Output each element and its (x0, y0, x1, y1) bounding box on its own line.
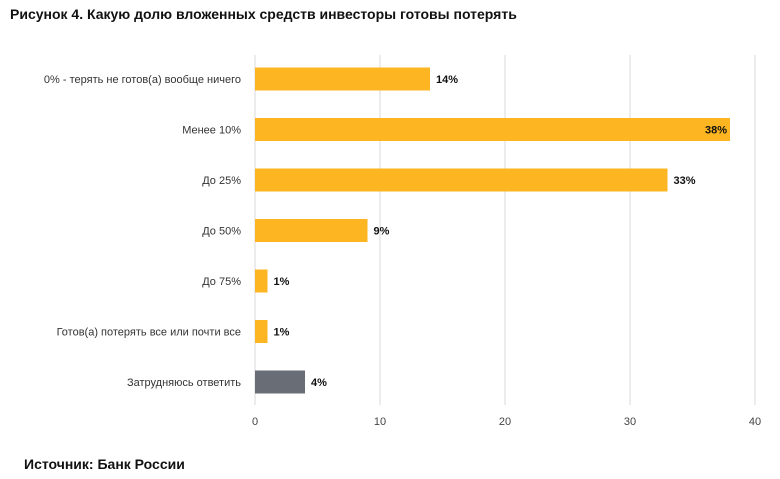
x-tick-label: 0 (252, 416, 258, 428)
value-label: 1% (274, 276, 290, 288)
category-label: До 25% (202, 175, 241, 187)
category-label: Менее 10% (182, 125, 241, 137)
bar (255, 219, 368, 242)
category-label: 0% - терять не готов(а) вообще ничего (44, 74, 241, 86)
bar (255, 67, 430, 91)
category-label: Затрудняюсь ответить (127, 377, 241, 389)
value-label: 1% (274, 327, 290, 339)
value-label: 33% (674, 175, 696, 187)
category-label: До 50% (202, 226, 241, 238)
x-tick-label: 40 (749, 416, 761, 428)
bars (255, 67, 730, 394)
value-label: 9% (374, 226, 390, 238)
value-labels: 14% 38% 33% 9% 1% 1% 4% (274, 74, 728, 389)
bar (255, 118, 730, 141)
chart-title: Рисунок 4. Какую долю вложенных средств … (10, 6, 517, 22)
x-axis-ticks: 0 10 20 30 40 (252, 416, 761, 428)
value-label: 4% (311, 377, 327, 389)
x-tick-label: 10 (374, 416, 386, 428)
bar (255, 370, 305, 394)
value-label: 38% (705, 125, 727, 137)
x-tick-label: 30 (624, 416, 636, 428)
value-label: 14% (436, 74, 458, 86)
category-labels: 0% - терять не готов(а) вообще ничего Мен… (44, 74, 241, 389)
bar (255, 320, 268, 343)
source-note: Источник: Банк России (24, 456, 185, 472)
category-label: До 75% (202, 276, 241, 288)
bar (255, 269, 268, 293)
x-tick-label: 20 (499, 416, 511, 428)
bar (255, 168, 668, 192)
category-label: Готов(а) потерять все или почти все (57, 327, 241, 339)
